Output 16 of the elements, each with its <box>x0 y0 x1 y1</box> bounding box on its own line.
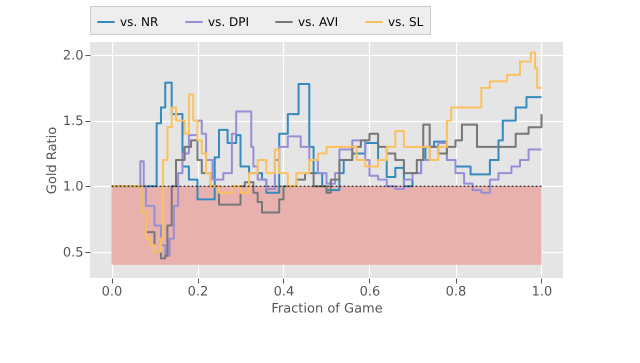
y-tick-label: 1.0 <box>62 180 84 195</box>
y-axis-title: Gold Ratio <box>44 126 60 194</box>
x-tick-label: 1.0 <box>532 284 552 300</box>
y-tick-label: 2.0 <box>62 48 84 64</box>
legend-label: vs. SL <box>388 15 424 29</box>
y-tick-label: 0.5 <box>62 245 84 260</box>
x-tick-label: 0.6 <box>360 284 380 300</box>
x-tick-label: 0.8 <box>446 284 466 300</box>
x-tick-label: 0.2 <box>188 284 208 300</box>
legend-label: vs. DPI <box>208 15 249 29</box>
x-axis-title: Fraction of Game <box>271 302 383 316</box>
legend-label: vs. NR <box>120 15 158 29</box>
legend-label: vs. AVI <box>298 15 338 29</box>
x-tick-label: 0.0 <box>102 284 122 300</box>
y-tick-label: 1.5 <box>62 114 84 130</box>
x-tick-label: 0.4 <box>274 284 294 300</box>
